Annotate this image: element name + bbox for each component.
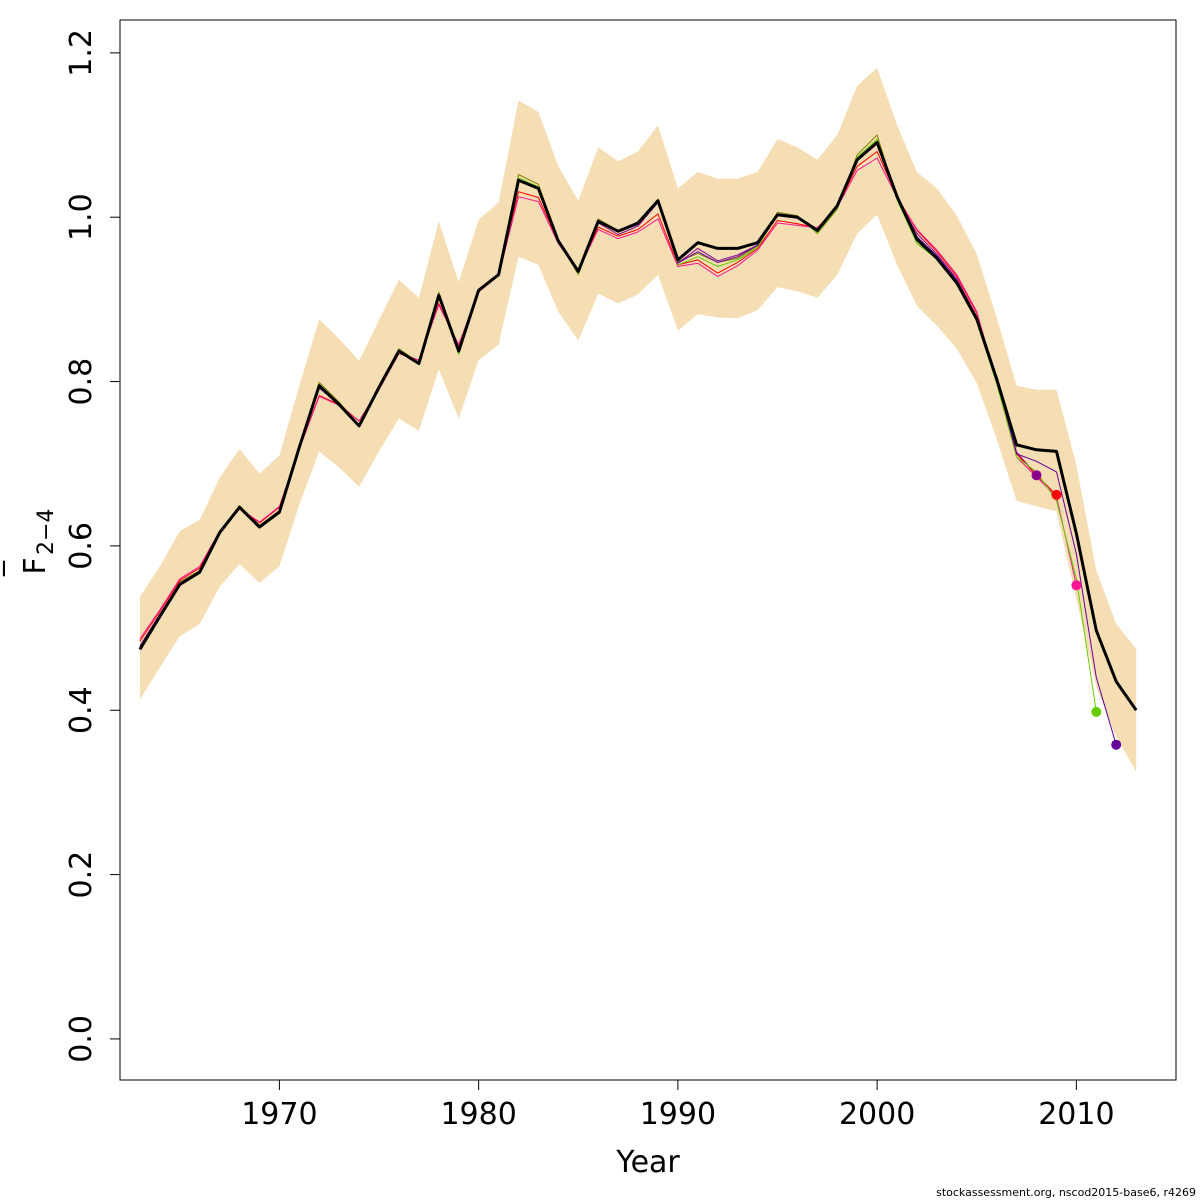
y-tick-label: 0.4 bbox=[64, 686, 99, 734]
y-tick-label: 0.6 bbox=[64, 522, 99, 570]
x-tick-label: 2010 bbox=[1038, 1097, 1114, 1132]
series-endpoint-retro-4 bbox=[1071, 580, 1082, 591]
y-axis-label-subscript: 2−4 bbox=[34, 509, 59, 555]
y-tick-label: 0.8 bbox=[64, 358, 99, 406]
x-axis: 1970 1980 1990 2000 2010 bbox=[241, 1080, 1115, 1132]
series-line-estimate bbox=[138, 140, 1138, 712]
y-axis: 0.0 0.2 0.4 0.6 0.8 1.0 1.2 bbox=[64, 29, 120, 1063]
series-endpoint-retro-6 bbox=[1111, 739, 1122, 750]
y-tick-label: 1.0 bbox=[64, 193, 99, 241]
x-tick-label: 1970 bbox=[241, 1097, 317, 1132]
plot-frame bbox=[119, 19, 1177, 1081]
x-tick-label: 1980 bbox=[440, 1097, 516, 1132]
series-endpoint-retro-3 bbox=[1051, 489, 1062, 500]
series-endpoint-retro-2 bbox=[1031, 470, 1042, 481]
x-axis-label: Year bbox=[615, 1145, 680, 1180]
series-endpoint-retro-5 bbox=[1091, 706, 1102, 717]
x-tick-label: 2000 bbox=[839, 1097, 915, 1132]
confidence-band bbox=[139, 67, 1137, 772]
y-axis-label-bar: ‾ bbox=[0, 560, 34, 577]
y-tick-label: 1.2 bbox=[64, 29, 99, 77]
y-axis-label-main: F bbox=[18, 557, 53, 574]
x-tick-label: 1990 bbox=[640, 1097, 716, 1132]
y-tick-label: 0.0 bbox=[64, 1015, 99, 1063]
y-tick-label: 0.2 bbox=[64, 851, 99, 899]
y-axis-label: F ‾ 2−4 bbox=[0, 509, 59, 577]
footer-credit: stockassessment.org, nscod2015-base6, r4… bbox=[936, 1186, 1196, 1199]
